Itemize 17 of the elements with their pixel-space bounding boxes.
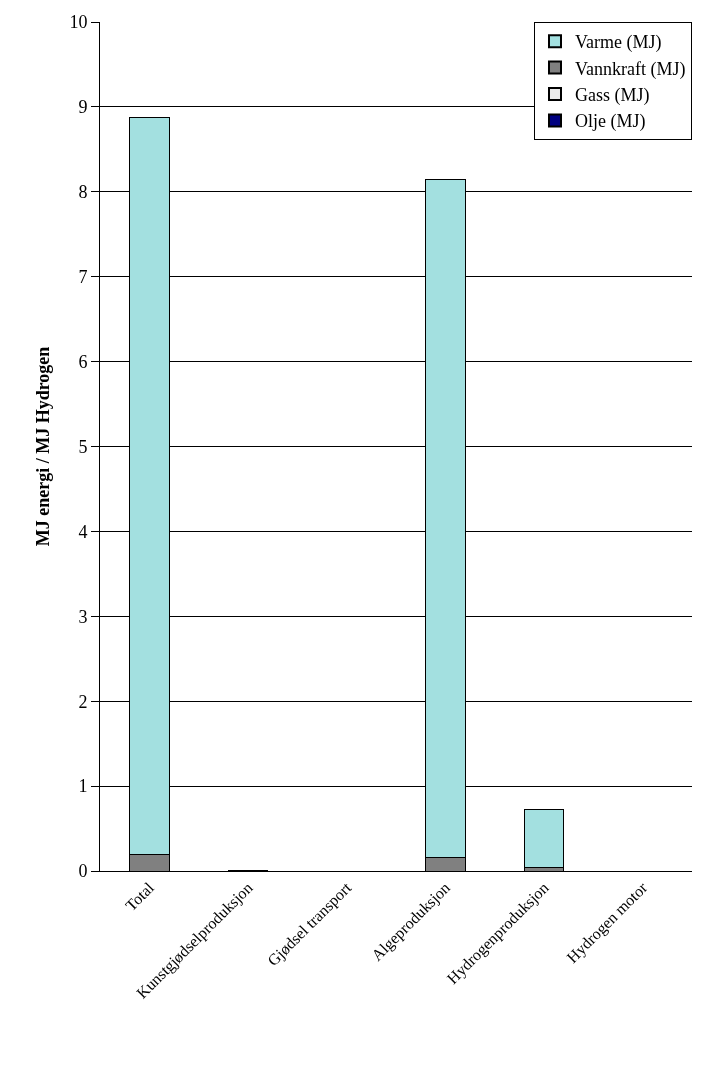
y-tick-label: 2: [78, 691, 88, 712]
y-tick-label: 1: [78, 776, 88, 797]
y-tick-label: 7: [78, 267, 88, 287]
legend-label: Vannkraft (MJ): [575, 58, 686, 80]
y-axis-title: MJ energi / MJ Hydrogen: [32, 346, 53, 547]
y-tick-label: 9: [78, 97, 88, 118]
y-tick-label: 8: [78, 182, 88, 203]
y-tick-label: 4: [78, 521, 88, 542]
y-tick-label: 5: [78, 436, 88, 457]
y-tick-label: 3: [78, 606, 88, 627]
legend-label: Varme (MJ): [575, 32, 662, 54]
y-tick-label: 10: [69, 12, 88, 33]
legend-label: Olje (MJ): [575, 111, 646, 133]
bar: [523, 809, 565, 869]
y-tick-label: 0: [78, 861, 88, 882]
y-tick-label: 6: [78, 351, 88, 372]
legend-label: Gass (MJ): [575, 85, 650, 107]
